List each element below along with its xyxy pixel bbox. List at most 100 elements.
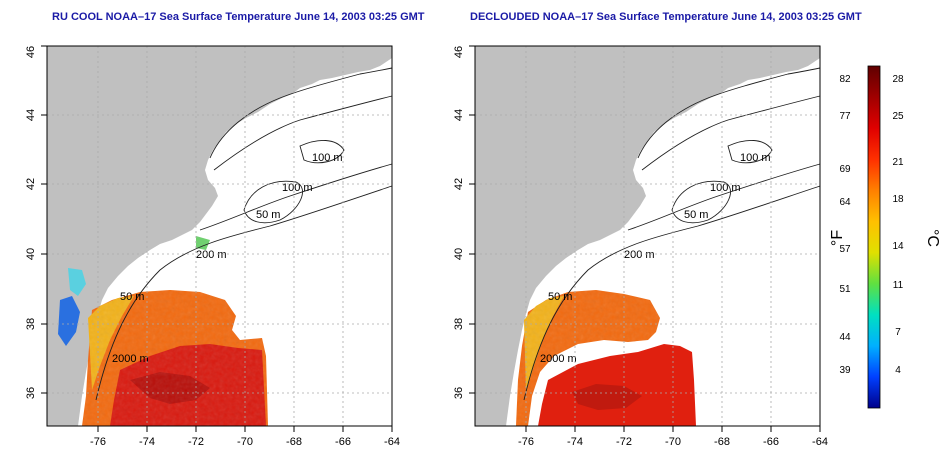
colorbar-f-label: 64 bbox=[839, 197, 851, 208]
x-tick-label: -66 bbox=[763, 436, 779, 448]
x-axis: -76 -74 -72 -70 -68 -66 -64 bbox=[518, 426, 828, 448]
y-tick-label: 36 bbox=[453, 387, 465, 399]
x-axis: -76 -74 -72 -70 -68 -66 -64 bbox=[90, 426, 400, 448]
y-tick-label: 46 bbox=[453, 46, 465, 58]
contour-label: 200 m bbox=[196, 249, 227, 261]
y-tick-label: 40 bbox=[453, 248, 465, 260]
x-tick-label: -76 bbox=[90, 436, 106, 448]
contour-labels: 100 m 100 m 50 m 200 m 50 m 2000 m bbox=[112, 152, 343, 365]
colorbar-f-label: 77 bbox=[839, 111, 851, 122]
contour-bank bbox=[671, 180, 731, 224]
sst-data-layer bbox=[58, 236, 268, 426]
y-tick-label: 42 bbox=[25, 178, 37, 190]
x-tick-label: -66 bbox=[335, 436, 351, 448]
contour-200m bbox=[199, 163, 393, 231]
plot-frame bbox=[46, 45, 393, 427]
x-tick-label: -64 bbox=[384, 436, 400, 448]
contour-label: 50 m bbox=[256, 209, 280, 221]
bathymetry-contours bbox=[95, 67, 393, 401]
y-tick-label: 40 bbox=[25, 248, 37, 260]
contour-label: 100 m bbox=[282, 182, 313, 194]
colorbar-c-ticks: 28 25 21 18 14 11 7 4 bbox=[892, 74, 904, 376]
colorbar-f-label: 69 bbox=[839, 164, 851, 175]
land-peninsula bbox=[222, 134, 250, 156]
colorbar: 82 77 69 64 57 51 44 39 28 25 21 18 14 1… bbox=[829, 65, 941, 409]
contour-50m bbox=[209, 67, 393, 159]
x-tick-label: -68 bbox=[286, 436, 302, 448]
panel-left-title: RU COOL NOAA–17 Sea Surface Temperature … bbox=[52, 11, 425, 23]
contour-50m bbox=[637, 67, 821, 159]
x-tick-label: -76 bbox=[518, 436, 534, 448]
contour-label: 2000 m bbox=[112, 353, 149, 365]
x-tick-label: -70 bbox=[237, 436, 253, 448]
panel-right-title: DECLOUDED NOAA–17 Sea Surface Temperatur… bbox=[470, 11, 862, 23]
x-tick-label: -74 bbox=[567, 436, 583, 448]
land-peninsula bbox=[650, 134, 678, 156]
y-tick-label: 46 bbox=[25, 46, 37, 58]
colorbar-c-label: 7 bbox=[895, 327, 901, 338]
colorbar-c-label: 11 bbox=[893, 280, 904, 291]
colorbar-c-label: 21 bbox=[892, 157, 904, 168]
contour-labels: 100 m 100 m 50 m 200 m 50 m 2000 m bbox=[540, 152, 771, 365]
land-mass bbox=[475, 46, 820, 426]
sst-core-region bbox=[572, 384, 642, 410]
sst-green-patch bbox=[196, 236, 210, 250]
colorbar-f-label: 57 bbox=[839, 244, 851, 255]
contour-label: 50 m bbox=[684, 209, 708, 221]
colorbar-fill bbox=[867, 65, 881, 409]
y-tick-label: 38 bbox=[25, 318, 37, 330]
colorbar-c-label: 18 bbox=[892, 194, 904, 205]
colorbar-f-unit: °F bbox=[829, 230, 846, 246]
colorbar-c-label: 25 bbox=[892, 111, 904, 122]
contour-label: 100 m bbox=[740, 152, 771, 164]
sst-cyan-region bbox=[68, 268, 86, 296]
plot-frame bbox=[474, 45, 821, 427]
x-tick-label: -74 bbox=[139, 436, 155, 448]
sst-hot-region bbox=[538, 344, 696, 426]
colorbar-f-label: 82 bbox=[839, 74, 851, 85]
x-tick-label: -72 bbox=[616, 436, 632, 448]
contour-label: 50 m bbox=[548, 291, 572, 303]
contour-100m bbox=[641, 95, 821, 171]
contour-basin bbox=[727, 140, 773, 164]
land-mass bbox=[47, 46, 392, 426]
y-axis: 36 38 40 42 44 46 bbox=[453, 45, 475, 399]
x-tick-label: -64 bbox=[812, 436, 828, 448]
y-tick-label: 38 bbox=[453, 318, 465, 330]
grid-lines bbox=[475, 46, 820, 426]
contour-100m bbox=[213, 95, 393, 171]
contour-2000m bbox=[523, 185, 821, 401]
contour-label: 2000 m bbox=[540, 353, 577, 365]
colorbar-f-label: 39 bbox=[839, 365, 851, 376]
contour-2000m bbox=[95, 185, 393, 401]
contour-label: 100 m bbox=[312, 152, 343, 164]
y-tick-label: 44 bbox=[453, 109, 465, 121]
bathymetry-contours bbox=[523, 67, 821, 401]
y-tick-label: 36 bbox=[25, 387, 37, 399]
colorbar-f-ticks: 82 77 69 64 57 51 44 39 bbox=[839, 74, 851, 376]
contour-200m bbox=[627, 163, 821, 231]
contour-label: 100 m bbox=[710, 182, 741, 194]
y-tick-label: 42 bbox=[453, 178, 465, 190]
map-panel-left: 100 m 100 m 50 m 200 m 50 m 2000 m bbox=[25, 45, 400, 448]
y-axis: 36 38 40 42 44 46 bbox=[25, 45, 47, 399]
colorbar-c-unit: °C bbox=[924, 229, 941, 247]
land-island bbox=[690, 66, 738, 86]
y-tick-label: 44 bbox=[25, 109, 37, 121]
land-island bbox=[262, 66, 310, 86]
grid-lines bbox=[47, 46, 392, 426]
sst-cool-region bbox=[58, 296, 80, 346]
x-tick-label: -72 bbox=[188, 436, 204, 448]
colorbar-f-label: 44 bbox=[839, 332, 851, 343]
contour-bank bbox=[243, 180, 303, 224]
x-tick-label: -70 bbox=[665, 436, 681, 448]
colorbar-f-label: 51 bbox=[839, 284, 851, 295]
contour-basin bbox=[299, 140, 345, 164]
colorbar-c-label: 4 bbox=[895, 365, 901, 376]
x-tick-label: -68 bbox=[714, 436, 730, 448]
colorbar-c-label: 14 bbox=[892, 241, 904, 252]
contour-label: 50 m bbox=[120, 291, 144, 303]
contour-label: 200 m bbox=[624, 249, 655, 261]
colorbar-c-label: 28 bbox=[892, 74, 904, 85]
